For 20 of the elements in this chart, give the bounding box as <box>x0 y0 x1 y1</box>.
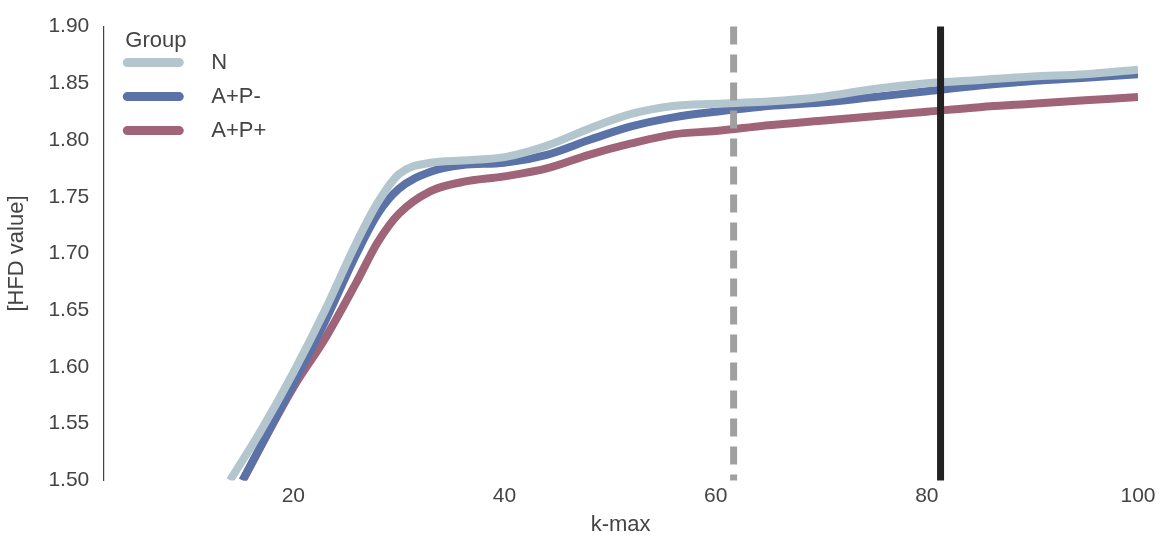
y-tick-label: 1.75 <box>48 183 90 207</box>
legend-title: Group <box>125 26 187 52</box>
y-axis-title: [HFD value] <box>3 195 29 312</box>
y-tick-label: 1.55 <box>48 410 90 434</box>
x-tick-label: 80 <box>915 482 939 506</box>
legend-label: N <box>211 48 228 74</box>
legend-label: A+P+ <box>211 116 267 142</box>
y-tick-label: 1.80 <box>48 126 90 150</box>
legend-label: A+P- <box>211 82 261 108</box>
x-axis-title: k-max <box>590 510 651 536</box>
x-tick-label: 60 <box>703 482 728 506</box>
y-tick-label: 1.90 <box>48 13 90 37</box>
y-tick-label: 1.60 <box>48 353 90 377</box>
x-tick-label: 20 <box>281 482 305 506</box>
x-tick-label: 40 <box>492 482 517 506</box>
x-tick-label: 100 <box>1120 482 1156 506</box>
y-tick-label: 1.65 <box>48 297 90 321</box>
y-tick-label: 1.85 <box>48 70 90 94</box>
y-tick-label: 1.70 <box>48 240 90 264</box>
y-tick-label: 1.50 <box>48 467 90 491</box>
